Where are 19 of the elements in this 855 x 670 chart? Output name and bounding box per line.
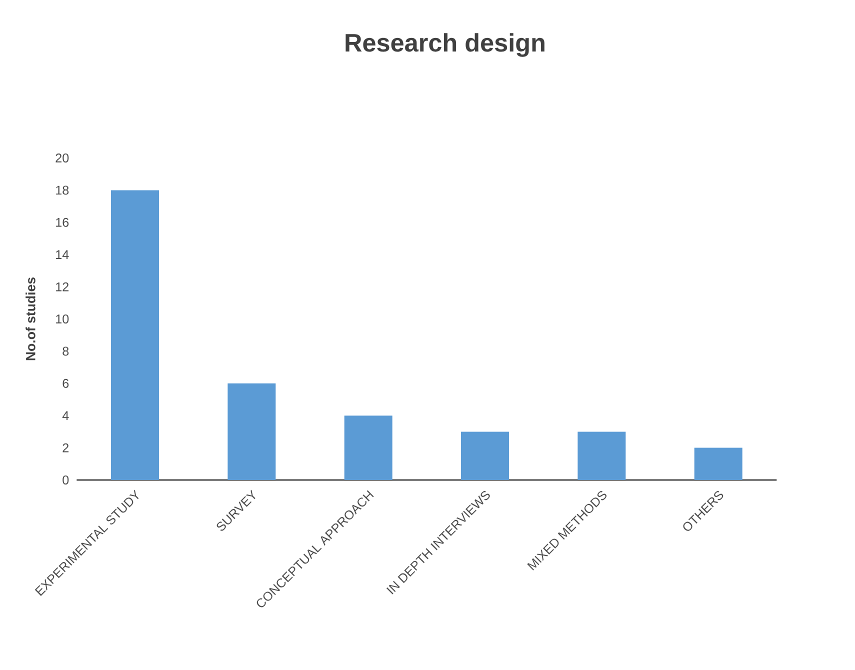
y-tick-label: 20 [56, 154, 69, 162]
y-tick-label: 2 [62, 443, 69, 452]
y-tick-label: 14 [56, 250, 69, 259]
y-tick-label: 4 [62, 411, 69, 420]
bar [228, 383, 276, 480]
y-tick-label: 6 [62, 378, 69, 388]
bar [694, 448, 742, 480]
chart-title: Research design [346, 33, 544, 57]
y-tick-label: 12 [56, 282, 69, 292]
bar [578, 432, 626, 480]
y-tick-label: 18 [56, 186, 69, 195]
y-axis-title: No.of studies [26, 277, 36, 360]
y-tick-label: 16 [56, 218, 69, 227]
y-tick-label: 10 [56, 314, 69, 324]
y-tick-label: 0 [62, 476, 69, 484]
bar [111, 190, 159, 480]
y-tick-label: 8 [62, 346, 69, 356]
bar [344, 416, 392, 480]
bar [461, 432, 510, 480]
